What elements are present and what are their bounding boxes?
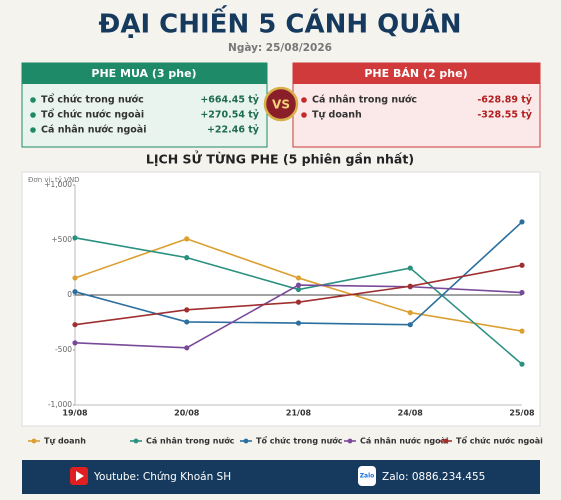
- data-point: [72, 289, 78, 295]
- item-bullet: [301, 112, 307, 118]
- data-point: [72, 322, 78, 328]
- chart-title: LỊCH SỬ TỪNG PHE (5 phiên gần nhất): [146, 151, 414, 167]
- data-point: [184, 236, 190, 242]
- data-point: [72, 340, 78, 346]
- sell-title: PHE BÁN (2 phe): [364, 67, 467, 80]
- data-point: [519, 328, 525, 334]
- data-point: [184, 307, 190, 313]
- data-point: [407, 310, 413, 316]
- data-point: [184, 319, 190, 325]
- item-value: +664.45 tỷ: [200, 95, 259, 106]
- youtube-link[interactable]: Youtube: Chứng Khoán SH: [93, 471, 231, 483]
- x-tick-label: 25/08: [509, 409, 535, 418]
- legend-dot: [347, 438, 353, 444]
- data-point: [519, 289, 525, 296]
- data-point: [72, 275, 78, 281]
- buy-header: [22, 63, 267, 84]
- data-point: [407, 265, 413, 271]
- item-value: +270.54 tỷ: [200, 110, 259, 121]
- chart-box: [21, 171, 541, 427]
- item-name: Tổ chức nước ngoài: [41, 109, 144, 121]
- data-point: [184, 255, 190, 261]
- y-tick-label: +500: [51, 235, 72, 244]
- vs-badge: [263, 86, 299, 122]
- legend-label: Tự doanh: [44, 437, 86, 446]
- data-point: [295, 286, 302, 293]
- legend-dot: [133, 438, 139, 444]
- data-point: [295, 275, 302, 281]
- buy-title: PHE MUA (3 phe): [91, 67, 196, 80]
- zalo-link[interactable]: Zalo: 0886.234.455: [382, 471, 485, 483]
- data-point: [519, 262, 525, 268]
- data-point: [184, 345, 190, 351]
- date: Ngày: 25/08/2026: [228, 42, 332, 54]
- zalo-icon: [358, 466, 376, 486]
- item-name: Cá nhân trong nước: [312, 95, 417, 106]
- data-point: [295, 320, 302, 326]
- data-point: [407, 283, 413, 289]
- item-bullet: [30, 97, 36, 103]
- data-point: [519, 361, 525, 367]
- y-tick-label: +1,000: [44, 180, 72, 189]
- item-bullet: [30, 112, 36, 118]
- x-tick-label: 19/08: [62, 409, 88, 418]
- vs-label: VS: [272, 98, 290, 112]
- x-tick-label: 21/08: [286, 409, 312, 418]
- y-tick-label: -500: [55, 345, 72, 354]
- unit-label: Đơn vị: tỷ VND: [28, 175, 80, 184]
- legend-dot: [443, 438, 449, 444]
- item-name: Tự doanh: [312, 110, 362, 121]
- x-tick-label: 20/08: [174, 409, 200, 418]
- data-point: [519, 219, 525, 225]
- item-bullet: [30, 127, 36, 133]
- data-point: [407, 322, 413, 328]
- y-tick-label: -1,000: [48, 400, 72, 409]
- item-value: -628.89 tỷ: [477, 95, 532, 106]
- legend-dot: [31, 438, 37, 444]
- legend-label: Cá nhân nước ngoài: [360, 436, 449, 446]
- item-value: -328.55 tỷ: [477, 110, 532, 121]
- legend-dot: [243, 438, 249, 444]
- legend-label: Tổ chức nước ngoài: [456, 435, 543, 446]
- title: ĐẠI CHIẾN 5 CÁNH QUÂN: [99, 5, 462, 40]
- item-bullet: [301, 97, 307, 103]
- legend-label: Cá nhân trong nước: [146, 436, 235, 446]
- legend-label: Tổ chức trong nước: [256, 435, 343, 446]
- item-value: +22.46 tỷ: [207, 125, 260, 136]
- data-point: [72, 235, 78, 241]
- x-tick-label: 24/08: [398, 409, 424, 418]
- sell-header: [293, 63, 540, 84]
- zalo-icon-text: Zalo: [360, 473, 375, 480]
- item-name: Tổ chức trong nước: [41, 94, 144, 106]
- footer: [22, 460, 540, 494]
- item-name: Cá nhân nước ngoài: [41, 125, 146, 136]
- data-point: [295, 282, 302, 288]
- youtube-play: [76, 471, 84, 481]
- data-point: [295, 299, 302, 305]
- y-tick-label: 0: [67, 290, 72, 299]
